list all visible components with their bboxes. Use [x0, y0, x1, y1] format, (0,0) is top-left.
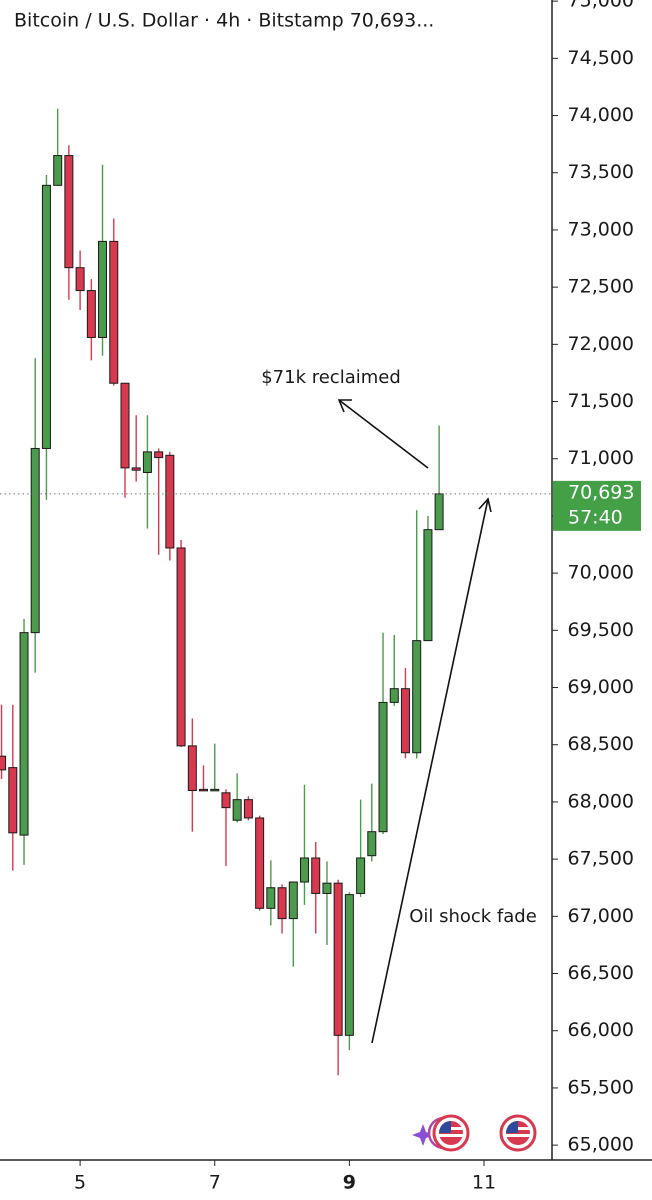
y-tick-label: 67,500	[568, 848, 634, 870]
flag-canton	[439, 1121, 451, 1133]
candle-body	[333, 882, 343, 1036]
candle-body	[0, 755, 7, 771]
candle-body	[120, 382, 130, 469]
y-tick-label: 73,000	[568, 218, 634, 240]
candle-body	[210, 788, 220, 792]
candle-body	[434, 493, 444, 531]
annotation: $71k reclaimed	[261, 367, 401, 388]
candle-body	[277, 887, 287, 920]
candles	[0, 108, 444, 1076]
y-tick-label: 70,000	[568, 562, 634, 584]
event-icons	[412, 1114, 537, 1152]
candle-body	[154, 451, 164, 459]
candle-body	[344, 894, 354, 1036]
candle-body	[232, 799, 242, 821]
candle-body	[400, 688, 410, 754]
candle-body	[198, 788, 208, 792]
candle-body	[165, 454, 175, 549]
candle-body	[412, 640, 422, 754]
candle-body	[356, 857, 366, 894]
last-price-box	[553, 480, 641, 531]
chart-title: Bitcoin / U.S. Dollar · 4h · Bitstamp 70…	[14, 10, 434, 32]
y-tick-label: 72,000	[568, 333, 634, 355]
candle-body	[19, 632, 29, 836]
x-tick-label: 9	[343, 1172, 356, 1194]
candle-body	[367, 831, 377, 857]
arrow-head	[337, 399, 352, 413]
candle-body	[187, 745, 197, 791]
y-tick-label: 68,500	[568, 733, 634, 755]
x-tick-label: 5	[74, 1172, 86, 1194]
candle-body	[288, 881, 298, 920]
candle-body	[8, 767, 18, 834]
candle-body	[176, 547, 186, 747]
y-tick-label: 71,500	[568, 390, 634, 412]
candle-body	[53, 155, 63, 186]
candle-body	[41, 184, 51, 449]
y-tick-label: 67,000	[568, 905, 634, 927]
candle-body	[98, 240, 108, 338]
y-tick-label: 72,500	[568, 276, 634, 298]
candle-body	[142, 451, 152, 473]
candle-body	[30, 447, 40, 634]
y-tick-label: 69,500	[568, 619, 634, 641]
arrow-head	[478, 497, 492, 513]
x-tick-label: 11	[472, 1172, 496, 1194]
flag-canton	[506, 1121, 518, 1133]
candle-body	[64, 155, 74, 269]
flag-stripe	[439, 1134, 463, 1137]
candle-body	[299, 857, 309, 883]
y-tick-label: 69,000	[568, 676, 634, 698]
arrow	[371, 498, 489, 1044]
y-tick-label: 66,000	[568, 1019, 634, 1041]
y-tick-label: 65,000	[568, 1134, 634, 1156]
x-tick-label: 7	[209, 1172, 221, 1194]
candle-body	[109, 240, 119, 384]
candle-body	[266, 887, 276, 909]
flag-stripe	[506, 1134, 530, 1137]
y-tick-label: 74,500	[568, 47, 634, 69]
y-tick-label: 65,500	[568, 1076, 634, 1098]
candle-body	[131, 467, 141, 471]
candle-body	[389, 688, 399, 703]
y-tick-label: 75,000	[568, 0, 634, 12]
candle-body	[221, 792, 231, 809]
candle-body	[423, 529, 433, 642]
y-tick-label: 68,000	[568, 790, 634, 812]
candle-body	[86, 290, 96, 338]
countdown-label: 57:40	[568, 506, 623, 528]
candle-body	[243, 799, 253, 819]
candle-body	[311, 857, 321, 894]
last-price-label: 70,693	[568, 481, 634, 503]
overlay: 70,693 57:40	[0, 480, 641, 531]
candle-body	[322, 882, 332, 894]
candle-body	[255, 817, 265, 909]
candle-body	[378, 701, 388, 833]
annotation-arrows	[337, 399, 492, 1044]
arrow	[338, 399, 429, 469]
y-tick-label: 74,000	[568, 104, 634, 126]
y-tick-label: 73,500	[568, 161, 634, 183]
candle-body	[75, 267, 85, 292]
y-tick-label: 66,500	[568, 962, 634, 984]
y-tick-label: 71,000	[568, 447, 634, 469]
annotation: Oil shock fade	[409, 906, 537, 927]
sparkle-icon	[412, 1124, 434, 1146]
